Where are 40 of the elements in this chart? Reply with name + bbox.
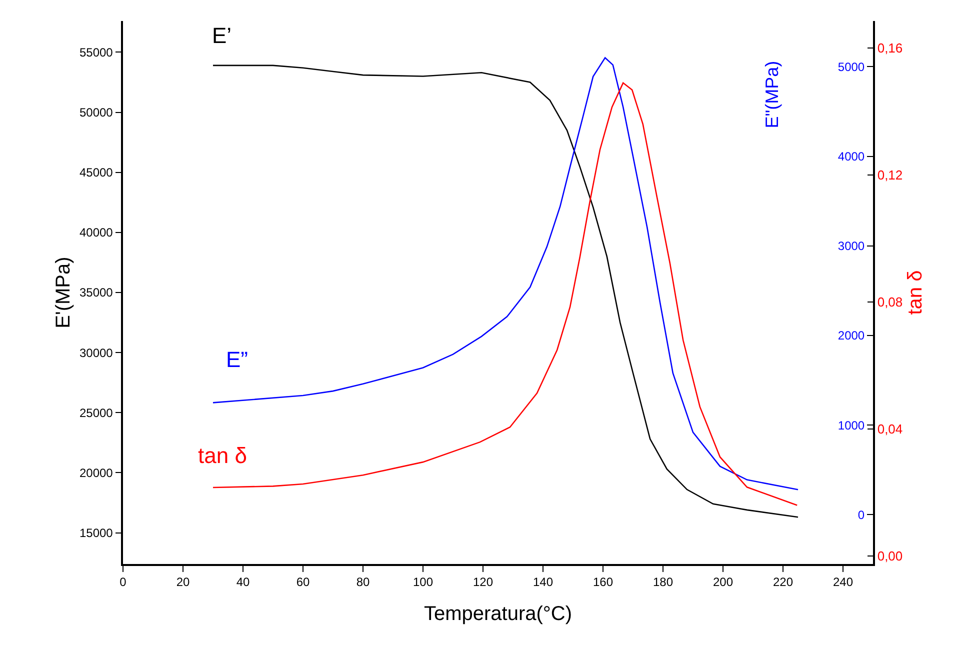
y-tick-label: 45000 [79,166,114,180]
x-tick-label: 60 [296,575,310,590]
series-label: E” [226,347,248,372]
x-tick-label: 140 [532,575,554,590]
y2-tick-label: 0 [858,508,865,522]
y-axis-title: E'(MPa) [52,256,74,328]
x-tick-label: 240 [832,575,854,590]
y2-tick-label: 5000 [838,60,865,74]
y2-axis-title: E"(MPa) [762,60,782,128]
series-label: E’ [212,23,232,48]
y2-tick-label: 4000 [838,150,865,164]
y3-tick-label: 0,12 [877,168,903,183]
y-tick-label: 55000 [79,45,114,60]
x-tick-label: 200 [712,575,734,590]
y2-tick-label: 1000 [838,418,865,432]
y3-axis-title: tan δ [904,270,927,315]
y3-tick-label: 0,16 [877,40,903,56]
x-tick-label: 40 [236,575,250,590]
x-tick-label: 0 [120,575,127,590]
y-tick-label: 15000 [79,526,114,540]
y-tick-label: 20000 [79,466,114,480]
x-tick-label: 20 [176,575,190,590]
x-tick-label: 120 [472,575,494,590]
y-tick-label: 35000 [79,286,114,300]
y3-tick-label: 0,08 [877,294,903,310]
x-axis-title: Temperatura(°C) [424,603,572,626]
y-tick-label: 30000 [79,346,114,360]
series-label: tan δ [198,443,247,468]
y2-tick-label: 2000 [838,328,865,343]
y3-tick-label: 0,04 [877,422,903,437]
x-tick-label: 180 [652,575,674,590]
y2-tick-label: 3000 [838,239,865,254]
y-tick-label: 50000 [79,106,114,120]
x-tick-label: 160 [592,575,614,590]
y-tick-label: 25000 [79,406,114,420]
x-tick-label: 80 [356,575,370,590]
y-tick-label: 40000 [79,226,114,240]
x-tick-label: 100 [412,575,434,590]
y3-tick-label: 0,00 [877,548,903,564]
x-tick-label: 220 [772,575,794,590]
